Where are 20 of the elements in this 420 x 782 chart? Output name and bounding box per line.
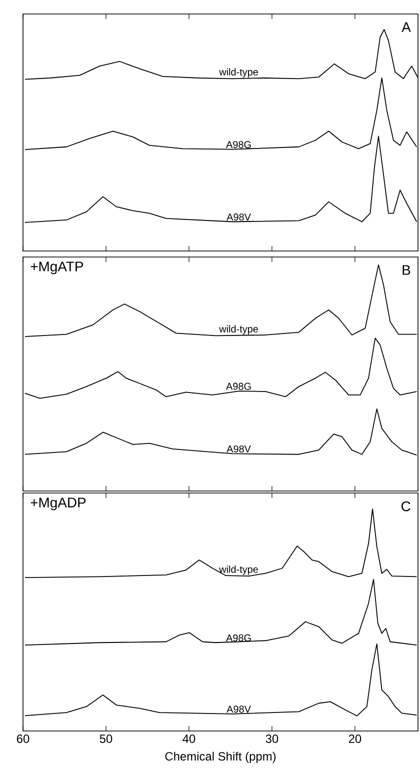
series-label: A98G [226, 634, 251, 642]
series-label: wild-type [219, 68, 258, 78]
x-axis-title: Chemical Shift (ppm) [165, 752, 276, 763]
series-label: wild-type [219, 566, 258, 575]
series-label: wild-type [219, 325, 258, 334]
x-tick-label: 30 [266, 734, 278, 743]
x-tick-label: 50 [100, 734, 112, 743]
x-tick-label: 40 [182, 734, 196, 743]
series-label: A98V [226, 706, 251, 713]
annotation: B [402, 265, 410, 275]
series-label: A98G [226, 141, 251, 148]
annotation: C [402, 501, 410, 512]
annotation: A [402, 22, 411, 32]
chart-title: +MgATP [30, 262, 84, 274]
series-label: A98V [226, 214, 251, 221]
x-tick-label: 60 [16, 734, 30, 743]
chart-title: +MgADP [30, 498, 86, 510]
x-tick-label: 20 [348, 734, 362, 743]
series-label: A98V [226, 445, 251, 452]
series-label: A98G [226, 382, 251, 390]
